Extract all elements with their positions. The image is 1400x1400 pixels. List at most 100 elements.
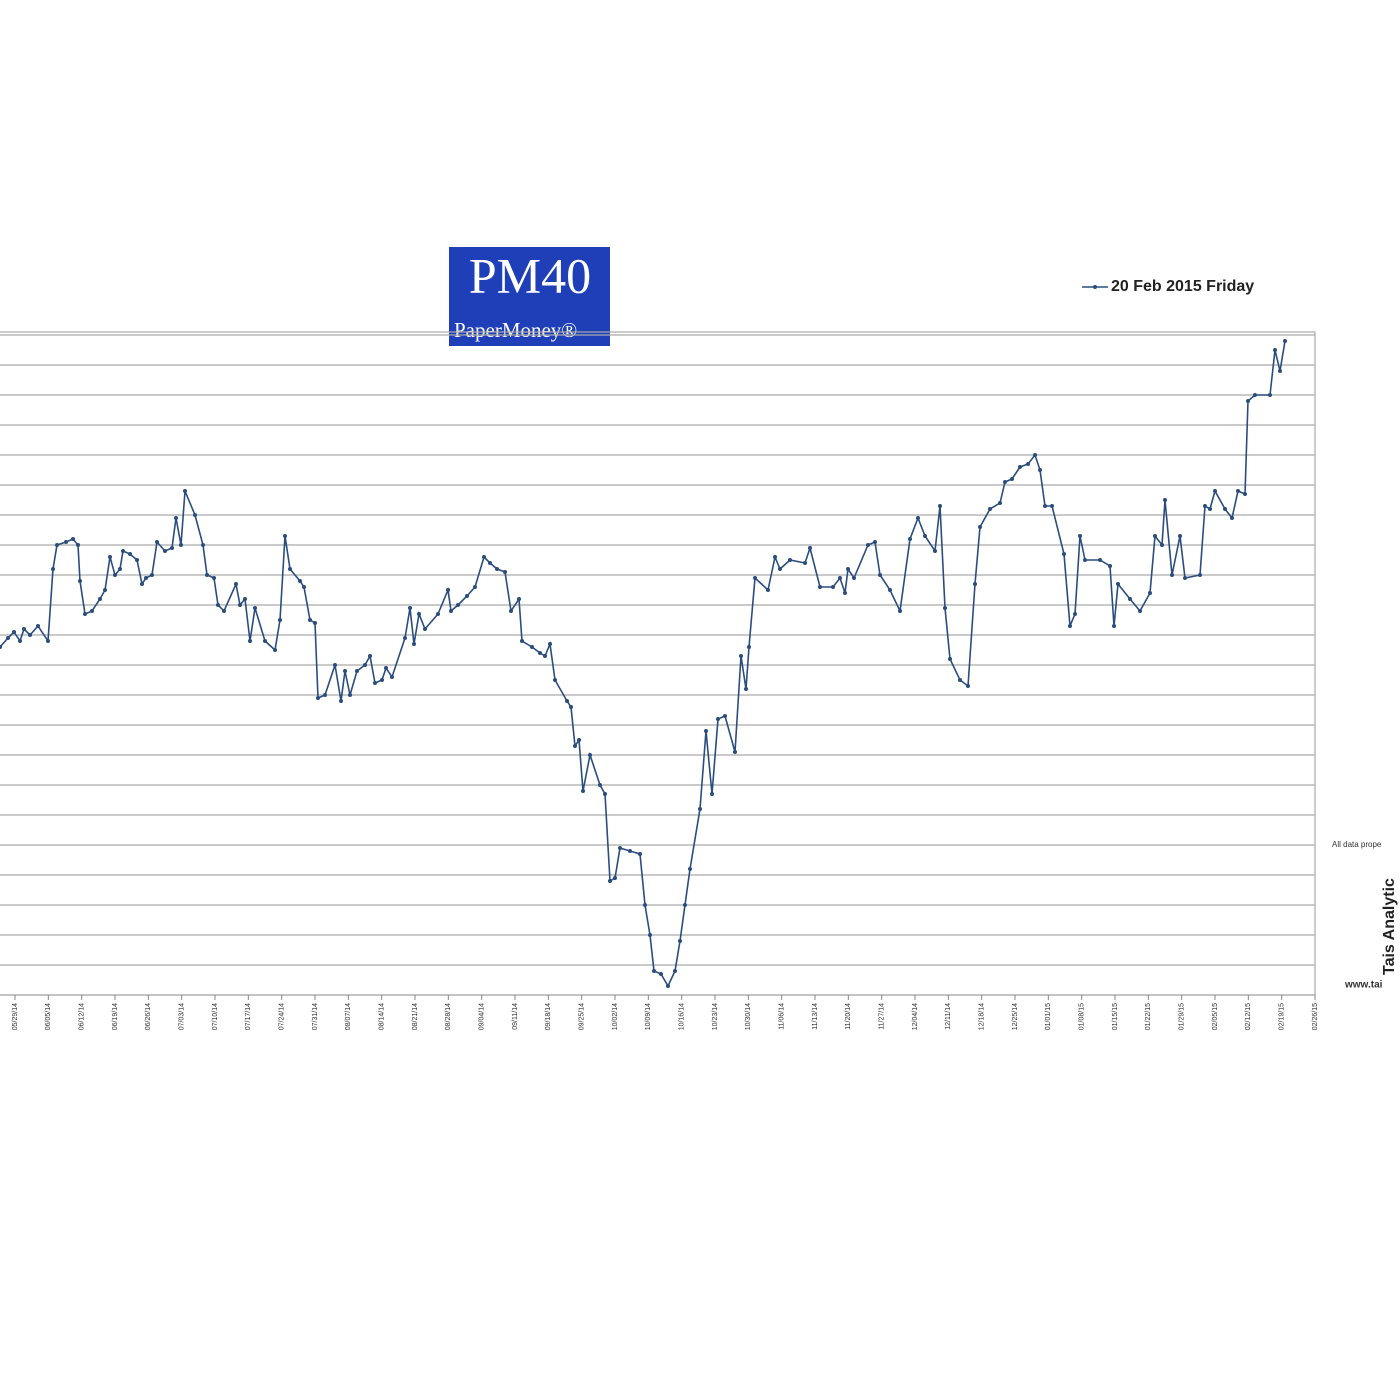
point	[943, 606, 947, 610]
point	[659, 972, 663, 976]
point	[243, 597, 247, 601]
point	[1213, 489, 1217, 493]
point	[155, 540, 159, 544]
point	[888, 588, 892, 592]
x-tick-label: 12/11/14	[945, 1003, 952, 1030]
point	[449, 609, 453, 613]
point	[150, 573, 154, 577]
point	[1198, 573, 1202, 577]
x-tick-label: 06/12/14	[79, 1003, 86, 1030]
point	[46, 639, 50, 643]
point	[390, 675, 394, 679]
point	[852, 576, 856, 580]
point	[308, 618, 312, 622]
point	[446, 588, 450, 592]
point	[163, 549, 167, 553]
point	[1243, 492, 1247, 496]
x-tick-label: 11/27/14	[879, 1003, 886, 1030]
point	[581, 789, 585, 793]
point	[503, 570, 507, 574]
x-tick-label: 06/26/14	[145, 1003, 152, 1030]
point	[778, 567, 782, 571]
point	[1160, 543, 1164, 547]
point	[698, 807, 702, 811]
point	[482, 555, 486, 559]
x-tick-label: 08/28/14	[445, 1003, 452, 1030]
x-tick-label: 07/24/14	[279, 1003, 286, 1030]
point	[1026, 462, 1030, 466]
point	[78, 579, 82, 583]
point	[248, 639, 252, 643]
x-tick-label: 09/25/14	[579, 1003, 586, 1030]
point	[573, 744, 577, 748]
point	[1038, 468, 1042, 472]
x-tick-label: 11/13/14	[812, 1003, 819, 1030]
point	[613, 876, 617, 880]
point	[788, 558, 792, 562]
point	[1278, 369, 1282, 373]
point	[548, 642, 552, 646]
point	[1073, 612, 1077, 616]
x-tick-label: 09/11/14	[512, 1003, 519, 1030]
point	[866, 543, 870, 547]
legend-marker	[1093, 285, 1097, 289]
point	[878, 573, 882, 577]
point	[1170, 573, 1174, 577]
point	[1153, 534, 1157, 538]
point	[1223, 507, 1227, 511]
point	[1230, 516, 1234, 520]
point	[323, 693, 327, 697]
point	[838, 576, 842, 580]
x-tick-label: 12/18/14	[979, 1003, 986, 1030]
point	[51, 567, 55, 571]
plot-frame	[0, 331, 1316, 996]
point	[36, 624, 40, 628]
point	[938, 504, 942, 508]
point	[144, 576, 148, 580]
point	[873, 540, 877, 544]
point	[1178, 534, 1182, 538]
point	[473, 585, 477, 589]
point	[673, 969, 677, 973]
point	[1148, 591, 1152, 595]
point	[488, 561, 492, 565]
x-tick-label: 01/01/15	[1045, 1003, 1052, 1030]
x-tick-label: 07/03/14	[179, 1003, 186, 1030]
point	[588, 753, 592, 757]
point	[83, 612, 87, 616]
legend-label: 20 Feb 2015 Friday	[1111, 278, 1254, 295]
point	[598, 783, 602, 787]
point	[846, 567, 850, 571]
point	[638, 852, 642, 856]
point	[343, 669, 347, 673]
point	[174, 516, 178, 520]
point	[666, 984, 670, 988]
point	[423, 627, 427, 631]
x-tick-label: 11/20/14	[845, 1003, 852, 1030]
point	[403, 636, 407, 640]
point	[234, 582, 238, 586]
point	[298, 579, 302, 583]
point	[108, 555, 112, 559]
point	[723, 714, 727, 718]
point	[1062, 552, 1066, 556]
point	[603, 792, 607, 796]
point	[577, 738, 581, 742]
point	[363, 663, 367, 667]
point	[808, 546, 812, 550]
point	[6, 636, 10, 640]
x-tick-label: 07/31/14	[312, 1003, 319, 1030]
point	[898, 609, 902, 613]
x-tick-label: 02/26/15	[1312, 1003, 1319, 1030]
point	[1236, 489, 1240, 493]
x-tick-label: 08/07/14	[345, 1003, 352, 1030]
series-line	[0, 340, 1286, 988]
x-tick-label: 02/12/15	[1245, 1003, 1252, 1030]
x-tick-label: 06/19/14	[112, 1003, 119, 1030]
x-tick-label: 09/18/14	[545, 1003, 552, 1030]
x-tick-label: 01/08/15	[1079, 1003, 1086, 1030]
point	[288, 567, 292, 571]
point	[710, 792, 714, 796]
point	[380, 678, 384, 682]
point	[205, 573, 209, 577]
